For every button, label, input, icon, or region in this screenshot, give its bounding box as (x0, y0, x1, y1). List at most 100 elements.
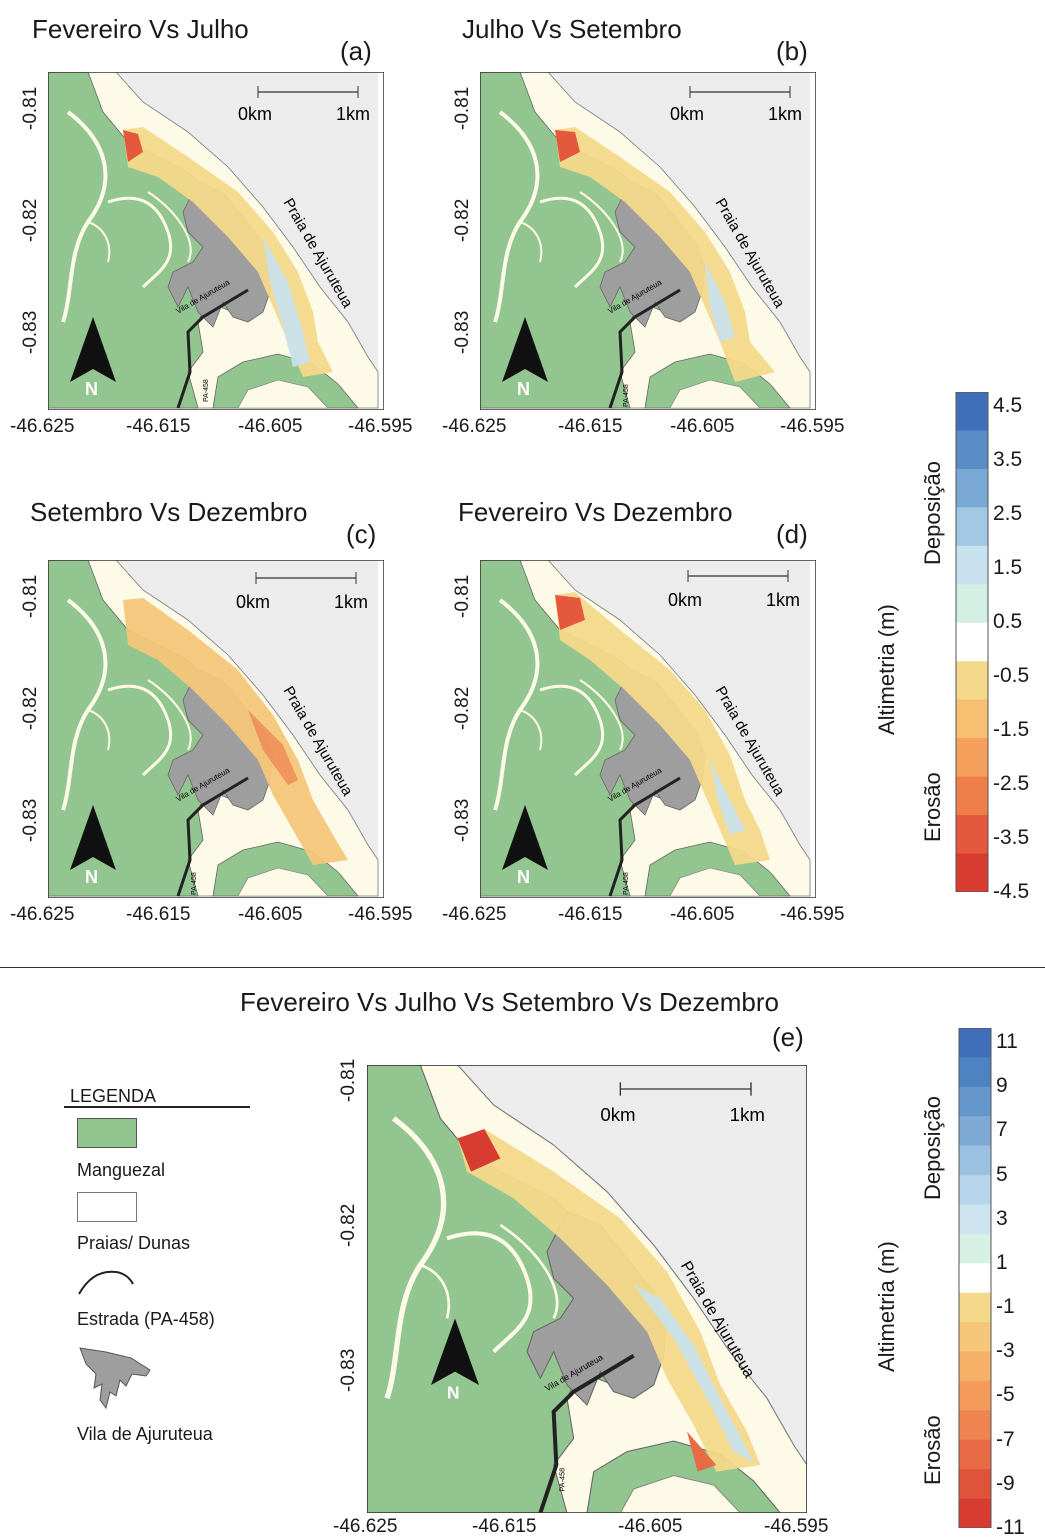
x-tick-label: -46.615 (126, 416, 191, 437)
x-tick-label: -46.615 (126, 904, 191, 925)
colorbar-tick-label: -4.5 (993, 880, 1030, 903)
legend-beach-swatch (77, 1192, 137, 1222)
x-tick-label: -46.615 (472, 1516, 537, 1537)
legend-title: LEGENDA (70, 1086, 157, 1106)
colorbar-tick-label: 11 (996, 1030, 1018, 1053)
x-tick-label: -46.605 (618, 1516, 683, 1537)
panel-e-label: (e) (772, 1022, 804, 1052)
colorbar-swatch (956, 392, 988, 431)
x-tick-label: -46.595 (780, 416, 845, 437)
x-tick-label: -46.615 (558, 416, 623, 437)
north-arrow-icon: N (70, 317, 116, 399)
y-tick-label: -0.81 (338, 1058, 359, 1102)
map-panel-d: 0km 1km Praia de Ajuruteua Vila de Ajuru… (480, 560, 816, 898)
colorbar-tick-label: -0.5 (993, 664, 1030, 687)
colorbar-swatch (956, 699, 988, 739)
x-tick-label: -46.605 (238, 416, 303, 437)
y-tick-label: -0.81 (20, 86, 41, 130)
colorbar-swatch (959, 1204, 991, 1235)
colorbar-swatch (956, 661, 988, 701)
colorbar-swatch (956, 815, 988, 855)
scale-start-label: 0km (600, 1104, 635, 1125)
colorbar-swatch (959, 1439, 991, 1470)
map-panel-b: 0km 1km Praia de Ajuruteua Vila de Ajuru… (480, 72, 816, 410)
x-tick-label: -46.595 (764, 1516, 829, 1537)
road-label: PA-458 (623, 384, 630, 407)
x-tick-label: -46.595 (348, 904, 413, 925)
colorbar-tick-label: 3.5 (993, 448, 1023, 471)
colorbar-swatch (956, 545, 988, 585)
colorbar-tick-label: 1.5 (993, 556, 1023, 579)
legend-mangrove-swatch (77, 1118, 137, 1148)
scale-start-label: 0km (238, 104, 272, 124)
road-label: PA-458 (203, 379, 210, 402)
scale-end-label: 1km (334, 592, 368, 612)
y-tick-label: -0.81 (20, 574, 41, 618)
legend-beach-label: Praias/ Dunas (77, 1233, 191, 1253)
map-panel-a: 0km 1km Praia de Ajuruteua Vila de Ajuru… (48, 72, 384, 410)
y-tick-label: -0.83 (452, 310, 473, 354)
x-tick-label: -46.605 (670, 416, 735, 437)
colorbar-tick-label: -3 (996, 1339, 1015, 1363)
svg-text:N: N (517, 867, 530, 887)
colorbar-swatch (959, 1322, 991, 1353)
map-panel-c: 0km 1km Praia de Ajuruteua Vila de Ajuru… (48, 560, 384, 898)
colorbar-swatch (959, 1469, 991, 1500)
legend-road-label: Estrada (PA-458) (77, 1309, 215, 1329)
colorbar-swatch (959, 1116, 991, 1147)
scale-end-label: 1km (766, 590, 800, 610)
colorbar-swatch (959, 1057, 991, 1088)
colorbar-swatch (956, 776, 988, 816)
section-divider (0, 967, 1045, 968)
colorbar-tick-label: -5 (996, 1383, 1015, 1407)
colorbar-swatch (959, 1498, 991, 1528)
y-tick-label: -0.81 (452, 574, 473, 618)
panel-c-label: (c) (346, 519, 377, 549)
colorbar-swatch (959, 1175, 991, 1205)
scale-bar (257, 86, 359, 98)
panel-b-title: Julho Vs Setembro (462, 14, 682, 44)
panel-a-title: Fevereiro Vs Julho (32, 14, 249, 44)
colorbar-bottom-erosion: Erosão (920, 1415, 945, 1485)
colorbar-tick-label: 7 (996, 1118, 1008, 1142)
colorbar-swatch (956, 584, 988, 624)
y-tick-label: -0.83 (338, 1348, 359, 1392)
map-panel-e: 0km 1km Praia de Ajuruteua Vila de Ajuru… (367, 1065, 807, 1513)
colorbar-tick-label: 2.5 (993, 502, 1023, 525)
colorbar-tick-label: -1.5 (993, 718, 1030, 741)
panel-b-label: (b) (776, 36, 808, 66)
panel-d-title: Fevereiro Vs Dezembro (458, 497, 733, 527)
colorbar-tick-label: 4.5 (993, 394, 1023, 417)
colorbar-tick-label: 9 (996, 1074, 1008, 1098)
x-tick-label: -46.625 (442, 904, 507, 925)
north-arrow-icon: N (502, 805, 548, 887)
x-tick-label: -46.625 (10, 416, 75, 437)
colorbar-swatch (956, 468, 988, 508)
colorbar-swatch (956, 853, 988, 892)
colorbar-bottom-deposition: Deposição (920, 1096, 945, 1200)
y-tick-label: -0.82 (20, 198, 41, 242)
scale-start-label: 0km (668, 590, 702, 610)
colorbar-swatch (959, 1380, 991, 1411)
panel-c-title: Setembro Vs Dezembro (30, 497, 308, 527)
north-arrow-icon: N (502, 317, 548, 399)
scale-start-label: 0km (670, 104, 704, 124)
colorbar-tick-label: -11 (996, 1516, 1025, 1539)
x-tick-label: -46.625 (333, 1516, 398, 1537)
colorbar-swatch (959, 1263, 991, 1294)
svg-text:N: N (85, 867, 98, 887)
panel-d-label: (d) (776, 519, 808, 549)
legend-underline (64, 1106, 250, 1108)
colorbar-swatch (959, 1410, 991, 1441)
colorbar-swatch (956, 738, 988, 778)
svg-text:N: N (447, 1382, 460, 1402)
x-tick-label: -46.605 (238, 904, 303, 925)
scale-end-label: 1km (768, 104, 802, 124)
colorbar-top-deposition: Deposição (920, 461, 945, 565)
colorbar-swatch (956, 507, 988, 547)
y-tick-label: -0.83 (20, 798, 41, 842)
scale-end-label: 1km (730, 1104, 765, 1125)
panel-e-title: Fevereiro Vs Julho Vs Setembro Vs Dezemb… (240, 987, 779, 1017)
colorbar-swatch (959, 1351, 991, 1382)
legend-village-label: Vila de Ajuruteua (77, 1424, 213, 1444)
